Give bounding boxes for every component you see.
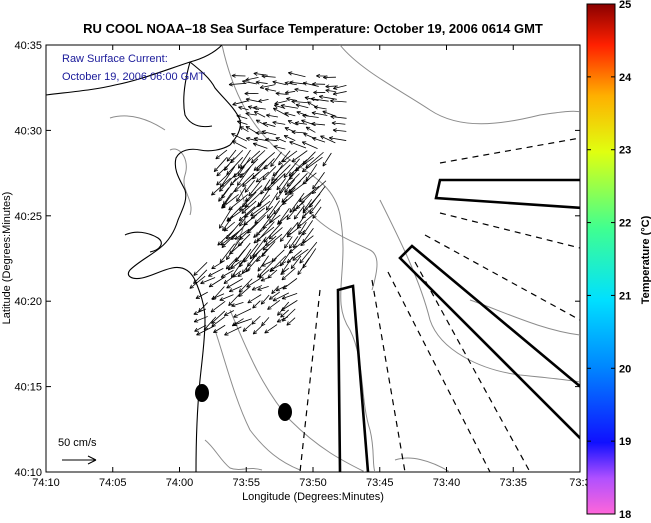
oval-marker: [278, 403, 292, 421]
x-tick-label: 73:55: [232, 477, 260, 489]
colorbar-tick-label: 24: [619, 72, 632, 84]
annotation-line-2: October 19, 2006 06:00 GMT: [62, 71, 205, 83]
x-tick-label: 73:45: [366, 477, 394, 489]
x-axis-label: Longitude (Degrees:Minutes): [242, 491, 384, 503]
colorbar: [587, 4, 615, 514]
y-tick-label: 40:10: [14, 467, 42, 479]
y-axis-label: Latitude (Degrees:Minutes): [1, 192, 13, 325]
colorbar-tick-label: 18: [619, 509, 631, 518]
colorbar-tick-label: 19: [619, 436, 631, 448]
colorbar-label: Temperature (°C): [640, 215, 651, 304]
x-tick-label: 73:40: [433, 477, 461, 489]
x-tick-label: 74:00: [166, 477, 194, 489]
map-title: RU COOL NOAA–18 Sea Surface Temperature:…: [83, 21, 543, 36]
y-tick-label: 40:25: [14, 211, 42, 223]
y-tick-label: 40:30: [14, 125, 42, 137]
y-tick-label: 40:35: [14, 40, 42, 52]
colorbar-tick-label: 25: [619, 0, 631, 11]
x-tick-label: 73:35: [499, 477, 527, 489]
colorbar-tick-label: 23: [619, 145, 631, 157]
y-tick-label: 40:15: [14, 382, 42, 394]
annotation-line-1: Raw Surface Current:: [62, 53, 168, 65]
x-tick-label: 74:05: [99, 477, 127, 489]
x-tick-label: 73:50: [299, 477, 327, 489]
scale-label: 50 cm/s: [58, 437, 97, 449]
colorbar-tick-label: 21: [619, 290, 631, 302]
oval-marker: [195, 384, 209, 402]
y-tick-label: 40:20: [14, 296, 42, 308]
colorbar-tick-label: 22: [619, 218, 631, 230]
plot-frame: [46, 45, 580, 472]
colorbar-tick-label: 20: [619, 363, 631, 375]
